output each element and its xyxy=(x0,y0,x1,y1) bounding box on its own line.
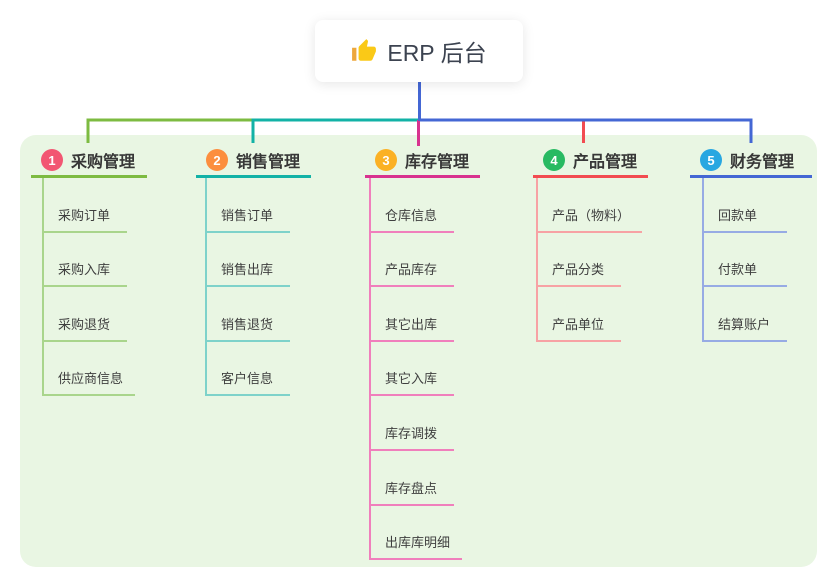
branch-topic[interactable]: 4 产品管理 xyxy=(533,145,648,178)
branch-label: 采购管理 xyxy=(71,154,136,171)
child-node[interactable]: 库存盘点 xyxy=(369,451,454,506)
child-node[interactable]: 供应商信息 xyxy=(42,342,136,397)
branch-children: 采购订单 采购入库 采购退货 供应商信息 xyxy=(42,178,136,397)
branch-badge: 5 xyxy=(700,149,722,171)
child-node[interactable]: 产品分类 xyxy=(536,233,621,288)
child-node[interactable]: 库存调拨 xyxy=(369,396,454,451)
child-node[interactable]: 回款单 xyxy=(702,178,787,233)
child-node[interactable]: 采购订单 xyxy=(42,178,127,233)
branch-badge: 2 xyxy=(206,149,228,171)
branch-topic[interactable]: 5 财务管理 xyxy=(690,145,812,178)
child-node[interactable]: 客户信息 xyxy=(205,342,290,397)
thumbs-up-icon xyxy=(351,38,377,64)
child-node[interactable]: 采购退货 xyxy=(42,287,127,342)
child-node[interactable]: 其它入库 xyxy=(369,342,454,397)
branch-inventory: 3 库存管理 仓库信息 产品库存 其它出库 其它入库 库存调拨 库存盘点 出库库… xyxy=(365,145,480,561)
branch-label: 销售管理 xyxy=(236,154,301,171)
branch-children: 产品（物料） 产品分类 产品单位 xyxy=(536,178,643,342)
branch-children: 销售订单 销售出库 销售退货 客户信息 xyxy=(205,178,290,397)
branch-sales: 2 销售管理 销售订单 销售出库 销售退货 客户信息 xyxy=(196,145,311,397)
child-node[interactable]: 其它出库 xyxy=(369,287,454,342)
branch-finance: 5 财务管理 回款单 付款单 结算账户 xyxy=(690,145,812,342)
branch-topic[interactable]: 3 库存管理 xyxy=(365,145,480,178)
child-node[interactable]: 产品（物料） xyxy=(536,178,643,233)
branch-label: 财务管理 xyxy=(730,154,795,171)
child-node[interactable]: 出库库明细 xyxy=(369,506,463,561)
branch-topic[interactable]: 2 销售管理 xyxy=(196,145,311,178)
branch-purchase: 1 采购管理 采购订单 采购入库 采购退货 供应商信息 xyxy=(31,145,147,397)
branch-children: 回款单 付款单 结算账户 xyxy=(702,178,787,342)
child-node[interactable]: 产品库存 xyxy=(369,233,454,288)
branch-badge: 4 xyxy=(543,149,565,171)
branch-children: 仓库信息 产品库存 其它出库 其它入库 库存调拨 库存盘点 出库库明细 xyxy=(369,178,463,561)
child-node[interactable]: 销售出库 xyxy=(205,233,290,288)
root-node[interactable]: ERP 后台 xyxy=(315,20,523,82)
branch-label: 库存管理 xyxy=(405,154,470,171)
child-node[interactable]: 销售退货 xyxy=(205,287,290,342)
child-node[interactable]: 产品单位 xyxy=(536,287,621,342)
branch-label: 产品管理 xyxy=(573,154,638,171)
child-node[interactable]: 销售订单 xyxy=(205,178,290,233)
child-node[interactable]: 采购入库 xyxy=(42,233,127,288)
child-node[interactable]: 付款单 xyxy=(702,233,787,288)
branch-badge: 1 xyxy=(41,149,63,171)
child-node[interactable]: 仓库信息 xyxy=(369,178,454,233)
mindmap-panel xyxy=(20,135,817,567)
branch-product: 4 产品管理 产品（物料） 产品分类 产品单位 xyxy=(533,145,648,342)
root-title: ERP 后台 xyxy=(387,40,487,66)
branch-badge: 3 xyxy=(375,149,397,171)
child-node[interactable]: 结算账户 xyxy=(702,287,787,342)
branch-topic[interactable]: 1 采购管理 xyxy=(31,145,147,178)
